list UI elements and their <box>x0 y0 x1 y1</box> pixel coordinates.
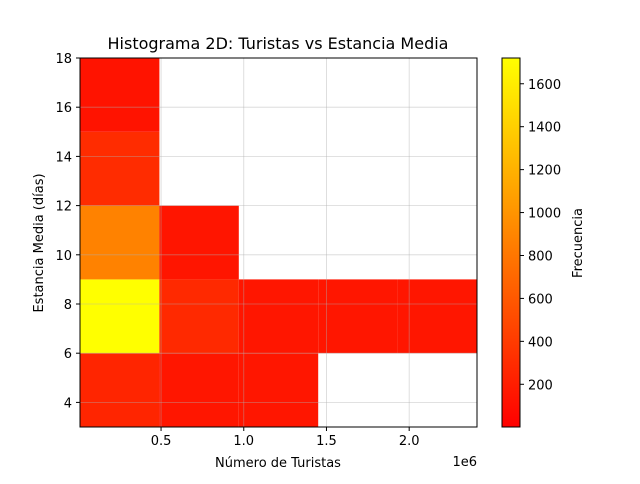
colorbar-tick-label: 600 <box>528 292 553 307</box>
x-tick-label: 1.5 <box>316 434 337 449</box>
heatmap-cell <box>238 353 319 427</box>
chart-title: Histograma 2D: Turistas vs Estancia Medi… <box>108 34 449 53</box>
y-tick-label: 6 <box>64 347 72 362</box>
colorbar-tick-label: 200 <box>528 378 553 393</box>
y-axis-ticks: 4 6 8 10 12 14 16 18 <box>55 52 80 411</box>
colorbar-tick-label: 1400 <box>528 121 561 136</box>
heatmap-cell <box>80 353 160 427</box>
heatmap-cell <box>80 131 160 206</box>
x-axis-offset-label: 1e6 <box>452 455 477 470</box>
heatmap-cell <box>397 279 477 354</box>
y-tick-label: 12 <box>55 200 72 215</box>
colorbar-ticks: 200 400 600 800 1000 1200 1400 1600 <box>520 78 561 393</box>
colorbar-tick-label: 1000 <box>528 207 561 222</box>
y-tick-label: 14 <box>55 150 72 165</box>
x-tick-label: 1.0 <box>233 434 254 449</box>
colorbar-label: Frecuencia <box>571 208 586 278</box>
grid-lines <box>80 57 477 427</box>
heatmap-cell <box>318 279 398 354</box>
y-tick-label: 18 <box>55 52 72 67</box>
heatmap-cell <box>80 205 160 280</box>
heatmap-cell <box>159 205 239 280</box>
heatmap-cells <box>80 58 477 427</box>
y-axis-label: Estancia Media (días) <box>32 173 47 312</box>
plot-frame <box>79 57 478 428</box>
colorbar-tick-label: 400 <box>528 335 553 350</box>
y-tick-label: 4 <box>64 396 72 411</box>
x-axis-ticks: 0.5 1.0 1.5 2.0 <box>151 427 420 449</box>
colorbar-tick-label: 800 <box>528 249 553 264</box>
colorbar-tick-label: 1200 <box>528 164 561 179</box>
heatmap-cell <box>238 279 319 354</box>
y-tick-label: 10 <box>55 249 72 264</box>
y-tick-label: 16 <box>55 101 72 116</box>
colorbar <box>501 57 521 428</box>
y-tick-label: 8 <box>64 298 72 313</box>
x-tick-label: 2.0 <box>399 434 420 449</box>
x-tick-label: 0.5 <box>151 434 172 449</box>
heatmap-cell <box>80 58 160 132</box>
heatmap-cell <box>159 353 239 427</box>
colorbar-tick-label: 1600 <box>528 78 561 93</box>
x-axis-label: Número de Turistas <box>215 456 341 471</box>
heatmap-cell <box>80 279 160 354</box>
heatmap-cell <box>159 279 239 354</box>
